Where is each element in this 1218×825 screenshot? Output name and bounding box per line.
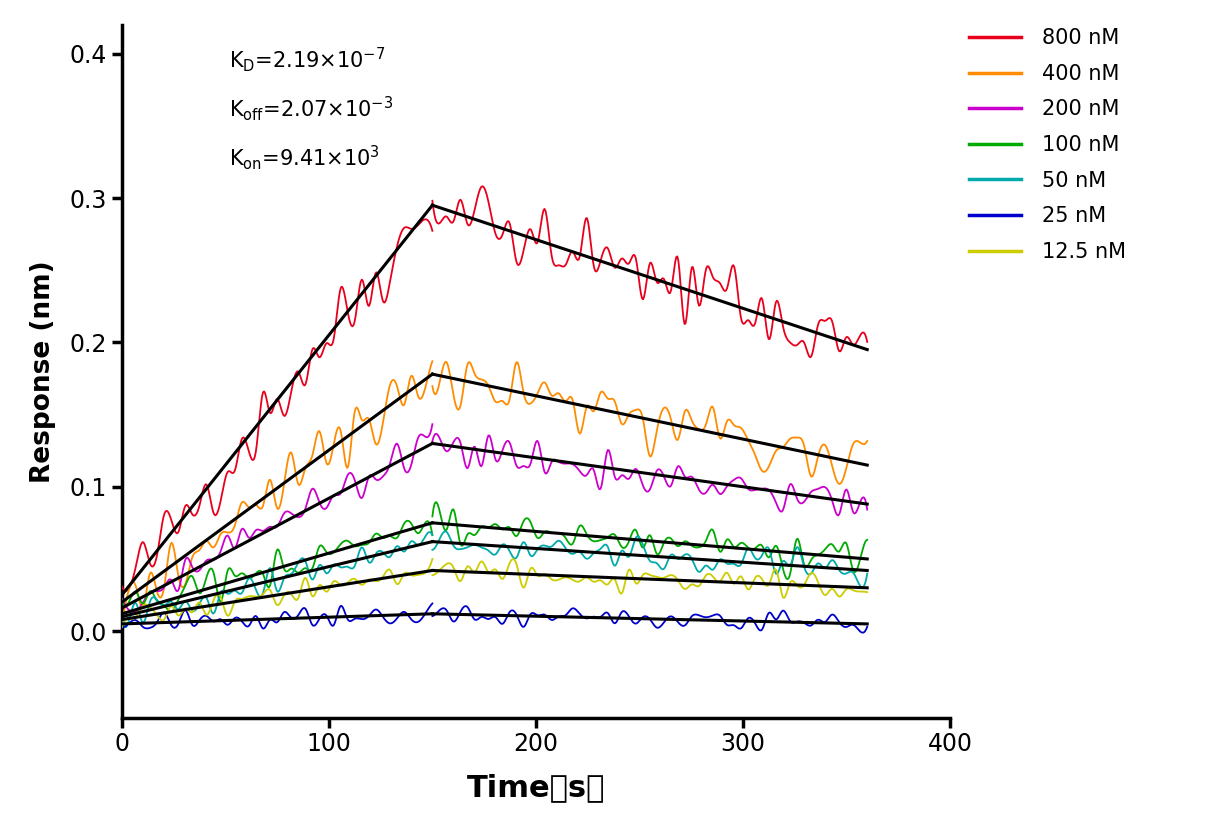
Text: $\mathregular{K_D}$=2.19×10$^{-7}$
$\mathregular{K_{off}}$=2.07×10$^{-3}$
$\math: $\mathregular{K_D}$=2.19×10$^{-7}$ $\mat… — [229, 45, 393, 172]
Y-axis label: Response (nm): Response (nm) — [30, 260, 56, 483]
X-axis label: Time（s）: Time（s） — [466, 773, 605, 802]
Legend: 800 nM, 400 nM, 200 nM, 100 nM, 50 nM, 25 nM, 12.5 nM: 800 nM, 400 nM, 200 nM, 100 nM, 50 nM, 2… — [968, 28, 1125, 262]
